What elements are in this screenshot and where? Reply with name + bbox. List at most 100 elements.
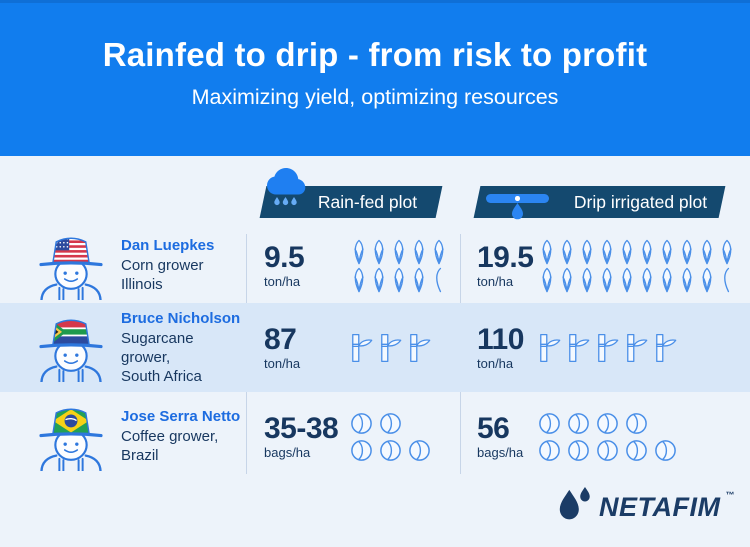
hero-banner: Rainfed to drip - from risk to profit Ma… [0, 0, 750, 156]
corn-icon [410, 267, 428, 293]
corn-icon [430, 239, 448, 265]
farmer-location: South Africa [121, 367, 202, 385]
yield-unit: ton/ha [477, 273, 514, 289]
drip-cell: 19.5 ton/ha [461, 239, 750, 293]
icon-grid [538, 412, 677, 462]
farmer-usa-flag-hat-icon [35, 232, 107, 301]
icon-line [350, 412, 431, 435]
corn-icon [390, 239, 408, 265]
drip-cell: 56 bags/ha [461, 412, 750, 462]
page-title: Rainfed to drip - from risk to profit [102, 36, 648, 73]
icon-line [350, 332, 432, 364]
yield-unit: ton/ha [477, 355, 514, 371]
icon-line [538, 439, 677, 462]
corn-icon [678, 267, 696, 293]
table-row: Bruce Nicholson Sugarcane grower, South … [0, 303, 750, 392]
drip-emitter-dot [515, 196, 520, 201]
sugarcane-icon [654, 332, 678, 364]
coffee-icon [379, 412, 402, 435]
farmer-role: Coffee grower, [121, 428, 219, 445]
icon-line [350, 239, 448, 265]
farmer-location: Brazil [121, 447, 159, 464]
sugarcane-icon [538, 332, 562, 364]
coffee-icon [350, 439, 373, 462]
farmer-cell: Dan Luepkes Corn grower Illinois [0, 232, 246, 301]
corn-icon [370, 239, 388, 265]
coffee-icon [538, 412, 561, 435]
icon-line [538, 412, 677, 435]
corn-icon [658, 239, 676, 265]
value-block: 110 ton/ha [477, 322, 538, 371]
sugarcane-icon [350, 332, 374, 364]
coffee-icon [596, 439, 619, 462]
corn-icon [390, 267, 408, 293]
yield-value: 9.5 [264, 240, 305, 274]
farmer-text: Jose Serra Netto Coffee grower, Brazil [121, 408, 240, 465]
rainfed-cell: 35-38 bags/ha [246, 412, 461, 462]
icon-grid [538, 239, 736, 293]
rainfed-cell: 9.5 ton/ha [246, 239, 461, 293]
farmer-south-africa-flag-hat-icon [35, 314, 107, 383]
farmer-name: Dan Luepkes [121, 237, 215, 254]
table-row: Jose Serra Netto Coffee grower, Brazil 3… [0, 392, 750, 481]
yield-value: 35-38 [264, 411, 339, 445]
corn-icon [598, 239, 616, 265]
corn-half-icon [718, 267, 736, 293]
corn-icon [558, 239, 576, 265]
sugarcane-icon [408, 332, 432, 364]
corn-icon [658, 267, 676, 293]
corn-icon [350, 267, 368, 293]
corn-icon [618, 239, 636, 265]
icon-grid [350, 332, 432, 364]
farmer-role: Corn grower [121, 257, 204, 274]
corn-icon [370, 267, 388, 293]
icon-grid [350, 412, 431, 462]
value-block: 35-38 bags/ha [264, 411, 350, 460]
icon-grid [538, 332, 678, 364]
farmer-cell: Bruce Nicholson Sugarcane grower, South … [0, 310, 246, 386]
icon-line [538, 332, 678, 364]
farmer-text: Dan Luepkes Corn grower Illinois [121, 237, 214, 294]
coffee-icon [654, 439, 677, 462]
icon-line [350, 439, 431, 462]
corn-icon [578, 267, 596, 293]
corn-icon [538, 267, 556, 293]
brand-name: NETAFIM [599, 491, 721, 522]
trademark-symbol: ™ [725, 490, 735, 500]
icon-line [538, 239, 736, 265]
farmer-name: Bruce Nicholson [121, 309, 241, 327]
coffee-icon [567, 439, 590, 462]
corn-icon [598, 267, 616, 293]
coffee-icon [596, 412, 619, 435]
corn-icon [410, 239, 428, 265]
corn-icon [718, 239, 736, 265]
comparison-table: Dan Luepkes Corn grower Illinois 9.5 ton… [0, 228, 750, 481]
corn-icon [638, 239, 656, 265]
yield-unit: bags/ha [264, 444, 311, 460]
value-block: 9.5 ton/ha [264, 240, 350, 289]
sugarcane-icon [379, 332, 403, 364]
value-block: 19.5 ton/ha [477, 242, 538, 289]
coffee-icon [625, 439, 648, 462]
rainfed-cell: 87 ton/ha [246, 324, 461, 371]
rainfed-plot-label: Rain-fed plot [318, 191, 418, 212]
corn-icon [558, 267, 576, 293]
yield-value: 110 [477, 322, 524, 356]
yield-unit: ton/ha [264, 273, 301, 289]
coffee-icon [379, 439, 402, 462]
yield-unit: ton/ha [264, 355, 301, 371]
netafim-logo: NETAFIM ™ [556, 486, 734, 528]
corn-icon [578, 239, 596, 265]
coffee-icon [350, 412, 373, 435]
farmer-brazil-flag-hat-icon [35, 403, 107, 472]
corn-icon [698, 239, 716, 265]
farmer-name: Jose Serra Netto [121, 408, 241, 425]
coffee-icon [408, 439, 431, 462]
corn-icon [350, 239, 368, 265]
value-block: 87 ton/ha [264, 324, 350, 371]
water-drop-icon [512, 203, 523, 220]
value-block: 56 bags/ha [477, 413, 538, 460]
drip-line-icon [486, 194, 550, 230]
rain-cloud-icon [264, 166, 310, 212]
